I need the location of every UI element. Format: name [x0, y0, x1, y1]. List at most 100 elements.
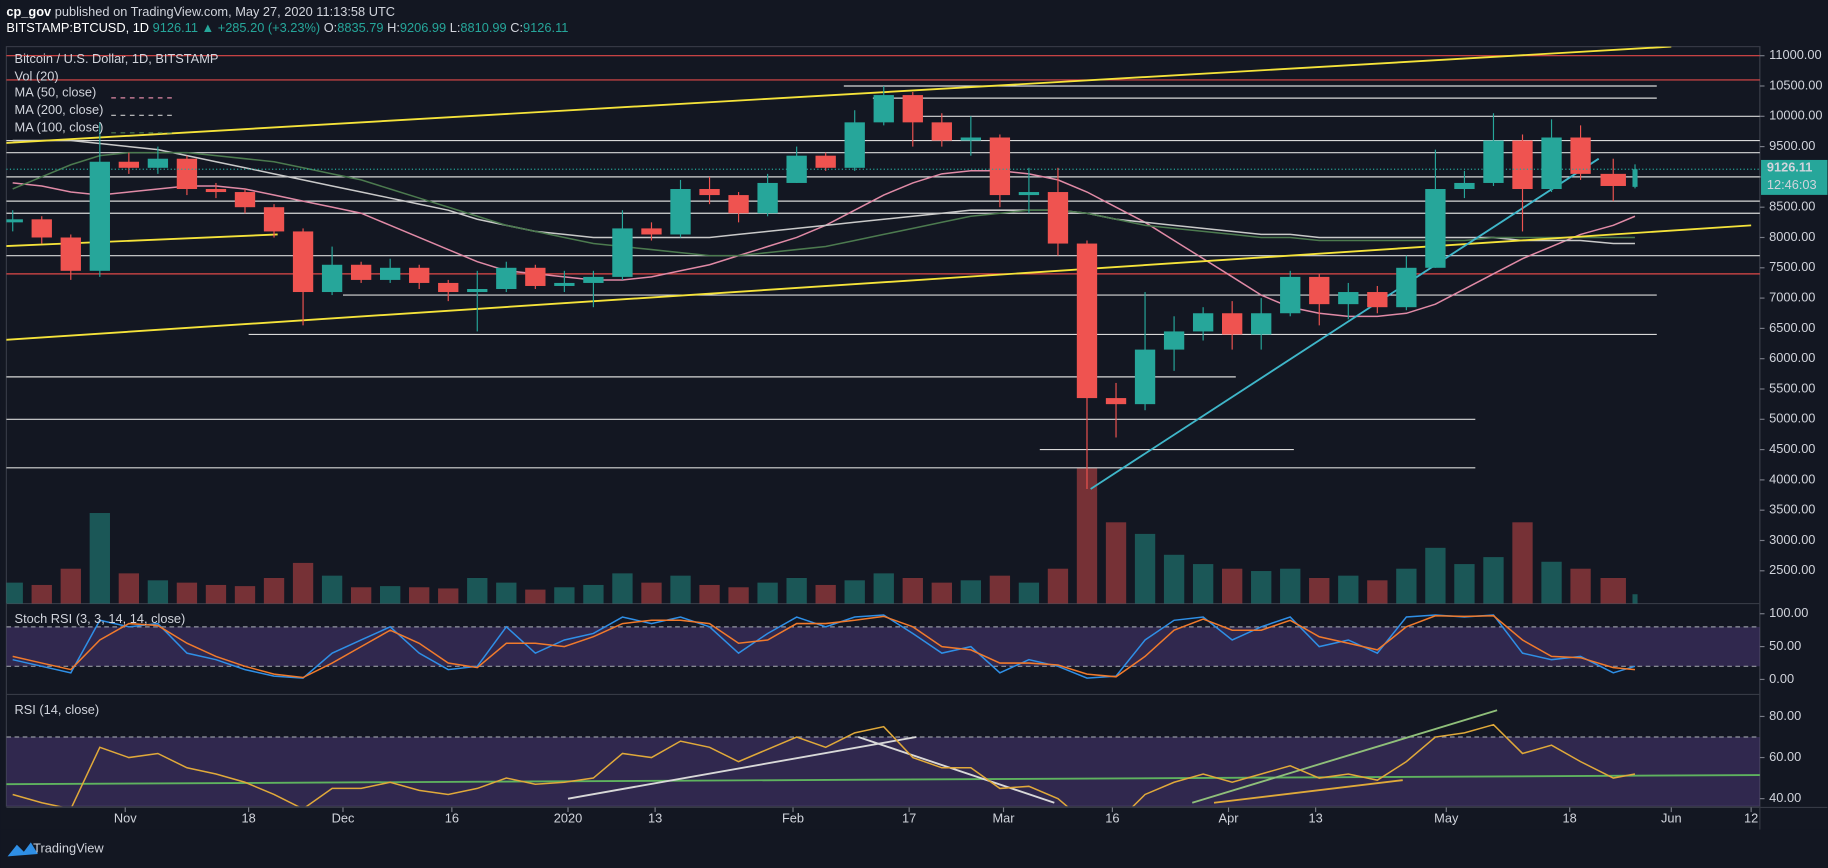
volume-bar [176, 582, 198, 604]
volume-bar [1309, 577, 1330, 604]
x-tick-label: 13 [1309, 810, 1323, 825]
publisher: cp_gov [6, 4, 52, 19]
candle-body [1105, 398, 1127, 405]
y-tick-label: 8000.00 [1769, 229, 1815, 244]
low-value: 8810.99 [460, 21, 506, 36]
x-tick-label: Dec [332, 810, 355, 825]
volume-bar [873, 573, 894, 604]
x-tick-label: Jun [1661, 810, 1682, 825]
trend-line [6, 46, 1672, 144]
x-tick-label: Nov [114, 810, 137, 825]
volume-bar [525, 589, 546, 604]
volume-bar [1163, 554, 1185, 604]
candle-body [670, 189, 691, 235]
volume-bar [321, 575, 343, 604]
candle-body [1541, 137, 1562, 190]
price-tag [1761, 159, 1828, 195]
volume-bar [1076, 467, 1098, 604]
candle-body [583, 276, 604, 283]
legend: Bitcoin / U.S. Dollar, 1D, BITSTAMP Vol … [15, 51, 219, 717]
close-value: 9126.11 [523, 21, 568, 36]
volume-bar [1338, 575, 1359, 604]
candle-body [989, 137, 1011, 196]
volume-bar [612, 573, 633, 604]
moving-average [12, 139, 1635, 245]
volume-bar [31, 584, 52, 604]
y-tick-label: 7500.00 [1769, 259, 1815, 274]
volume-bar [902, 577, 923, 604]
volume-bar [670, 575, 691, 604]
symbol: BITSTAMP:BTCUSD, 1D [6, 21, 149, 36]
volume-bar [6, 582, 23, 604]
candle-body [176, 158, 198, 190]
candle-body [1280, 276, 1301, 314]
candle-body [409, 267, 430, 283]
volume-bar [409, 587, 430, 604]
candle-body [1251, 313, 1272, 335]
footer [0, 829, 1828, 868]
rsi-panel [6, 709, 1760, 807]
volume-bar [583, 584, 604, 604]
volume-bar [786, 577, 807, 604]
candle-body [554, 282, 575, 286]
volume-bar [1483, 557, 1504, 604]
candle-body [1134, 349, 1156, 405]
volume-bar [641, 582, 662, 604]
change: ▲ +285.20 (+3.23%) [202, 21, 321, 36]
y-tick-label: 10500.00 [1769, 77, 1822, 92]
volume-bar [1454, 564, 1475, 604]
volume-bar [1280, 568, 1301, 604]
volume-bar [1512, 522, 1533, 604]
y-tick-label: 6000.00 [1769, 350, 1815, 365]
o-label: O: [324, 21, 338, 36]
x-tick-label: 18 [1563, 810, 1577, 825]
x-tick-label: 12 [1744, 810, 1758, 825]
y-tick-label: 7000.00 [1769, 289, 1815, 304]
candle-body [1483, 140, 1504, 183]
symbol-line: BITSTAMP:BTCUSD, 1D 9126.11 ▲ +285.20 (+… [6, 21, 568, 36]
volume-bar [1425, 547, 1446, 604]
rsi-line [12, 723, 1636, 807]
moving-average [12, 151, 1635, 257]
x-tick-label: 17 [902, 810, 916, 825]
candle-body [931, 122, 952, 141]
y-tick-label: 50.00 [1769, 638, 1801, 653]
y-tick-label: 4000.00 [1769, 471, 1815, 486]
volume-bar [554, 587, 575, 604]
candle-body [380, 267, 401, 280]
volume-bar [118, 573, 140, 604]
volume-bar [1105, 522, 1127, 604]
y-tick-label: 0.00 [1769, 671, 1794, 686]
volume-bar [263, 577, 285, 604]
volume-label: Vol (20) [15, 68, 59, 83]
volume-bar [350, 587, 372, 604]
volume-bar [844, 580, 865, 604]
x-tick-label: May [1434, 810, 1459, 825]
band-fill [6, 737, 1760, 807]
price-tag-label: 9126.11 [1767, 159, 1813, 174]
axes: 11000.0010500.0010000.009500.009000.0085… [114, 47, 1828, 825]
rsi-title: RSI (14, close) [15, 702, 100, 717]
volume-bar [1367, 580, 1388, 604]
volume-bar [1251, 571, 1272, 604]
volume-bar [438, 588, 459, 604]
y-tick-label: 8500.00 [1769, 199, 1815, 214]
legend-ma: MA (100, close) [15, 120, 104, 135]
brand: TradingView [33, 841, 104, 856]
trend-line [1213, 779, 1403, 804]
y-tick-label: 10000.00 [1769, 108, 1822, 123]
volume-bar [1570, 568, 1591, 604]
y-tick-label: 3000.00 [1769, 532, 1815, 547]
x-tick-label: Apr [1219, 810, 1240, 825]
x-tick-label: 16 [445, 810, 459, 825]
y-tick-label: 9500.00 [1769, 138, 1815, 153]
y-tick-label: 6500.00 [1769, 320, 1815, 335]
candle-body [699, 189, 720, 196]
high-value: 9206.99 [400, 21, 446, 36]
l-label: L: [450, 21, 461, 36]
c-label: C: [510, 21, 523, 36]
volume-bar [1221, 568, 1243, 604]
candle-body [1018, 192, 1040, 196]
countdown: 12:46:03 [1767, 177, 1817, 192]
